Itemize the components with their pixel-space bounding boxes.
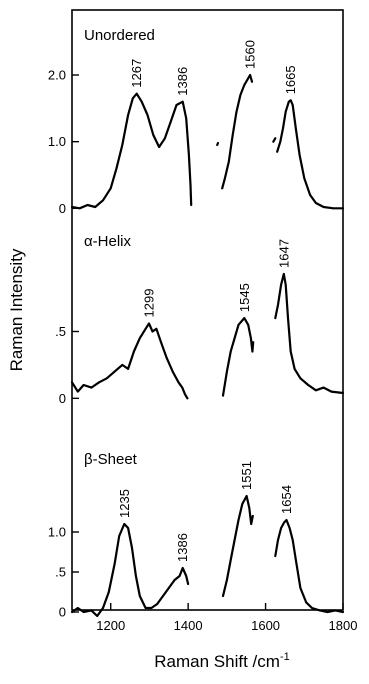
trace-sheet-1 <box>221 494 254 598</box>
peak-label-sheet-1: 1386 <box>175 533 190 562</box>
trace-unordered-4 <box>276 99 345 210</box>
y-axis-label: Raman Intensity <box>7 248 26 371</box>
peak-label-unordered-2: 1560 <box>243 40 258 69</box>
peak-label-sheet-2: 1551 <box>239 461 254 490</box>
peak-label-sheet-3: 1654 <box>279 485 294 514</box>
trace-unordered-0 <box>70 92 193 210</box>
trace-helix-1 <box>221 317 255 397</box>
peak-label-helix-2: 1647 <box>276 239 291 268</box>
x-axis-label-superscript: -1 <box>280 651 290 663</box>
x-tick-label-2: 1600 <box>251 618 280 633</box>
chart-marks: 0 1.0 2.0 1267 1386 1560 1665 0 .5 1299 1545 1647 0.… <box>48 40 358 633</box>
trace-unordered-2 <box>221 73 254 190</box>
y-tick-label-sheet-0: 0 <box>59 605 66 620</box>
x-tick-label-3: 1800 <box>329 618 358 633</box>
plot-frame <box>71 9 344 611</box>
y-tick-label-sheet-2: 1.0 <box>48 525 66 540</box>
trace-unordered-1 <box>216 141 220 147</box>
x-axis-label-text: Raman Shift /cm <box>154 652 280 671</box>
peak-label-unordered-3: 1665 <box>283 65 298 94</box>
peak-label-sheet-0: 1235 <box>117 489 132 518</box>
peak-label-unordered-1: 1386 <box>175 67 190 96</box>
trace-helix-0 <box>70 322 189 400</box>
y-tick-label-unordered-2: 2.0 <box>48 68 66 83</box>
panel-label-beta-sheet: β-Sheet <box>84 451 138 468</box>
y-tick-label-unordered-0: 0 <box>59 201 66 216</box>
panel-label-alpha-helix: α-Helix <box>84 233 132 250</box>
peak-label-unordered-0: 1267 <box>129 59 144 88</box>
x-axis-label: Raman Shift /cm-1 <box>154 651 289 671</box>
peak-label-helix-1: 1545 <box>237 283 252 312</box>
x-tick-label-0: 1200 <box>96 618 125 633</box>
trace-helix-2 <box>274 272 345 395</box>
trace-sheet-2 <box>274 518 345 614</box>
y-tick-label-helix-0: 0 <box>59 391 66 406</box>
x-tick-label-1: 1400 <box>174 618 203 633</box>
peak-label-helix-0: 1299 <box>142 289 157 318</box>
y-tick-label-unordered-1: 1.0 <box>48 134 66 149</box>
trace-sheet-0 <box>70 522 190 618</box>
y-tick-label-sheet-1: .5 <box>55 565 66 580</box>
trace-unordered-3 <box>272 137 277 143</box>
y-tick-label-helix-1: .5 <box>55 324 66 339</box>
panel-label-unordered: Unordered <box>84 27 155 44</box>
